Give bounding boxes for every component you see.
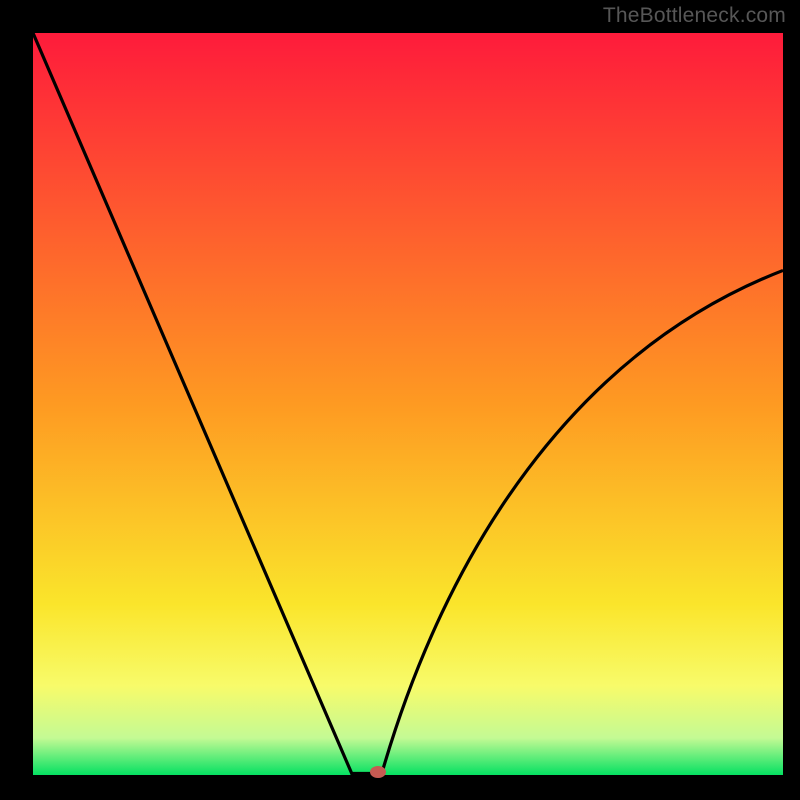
curve-path [33, 33, 783, 774]
chart-plot-area [33, 33, 783, 775]
minimum-marker [370, 766, 386, 778]
bottleneck-curve [33, 33, 783, 775]
watermark-text: TheBottleneck.com [603, 4, 786, 28]
